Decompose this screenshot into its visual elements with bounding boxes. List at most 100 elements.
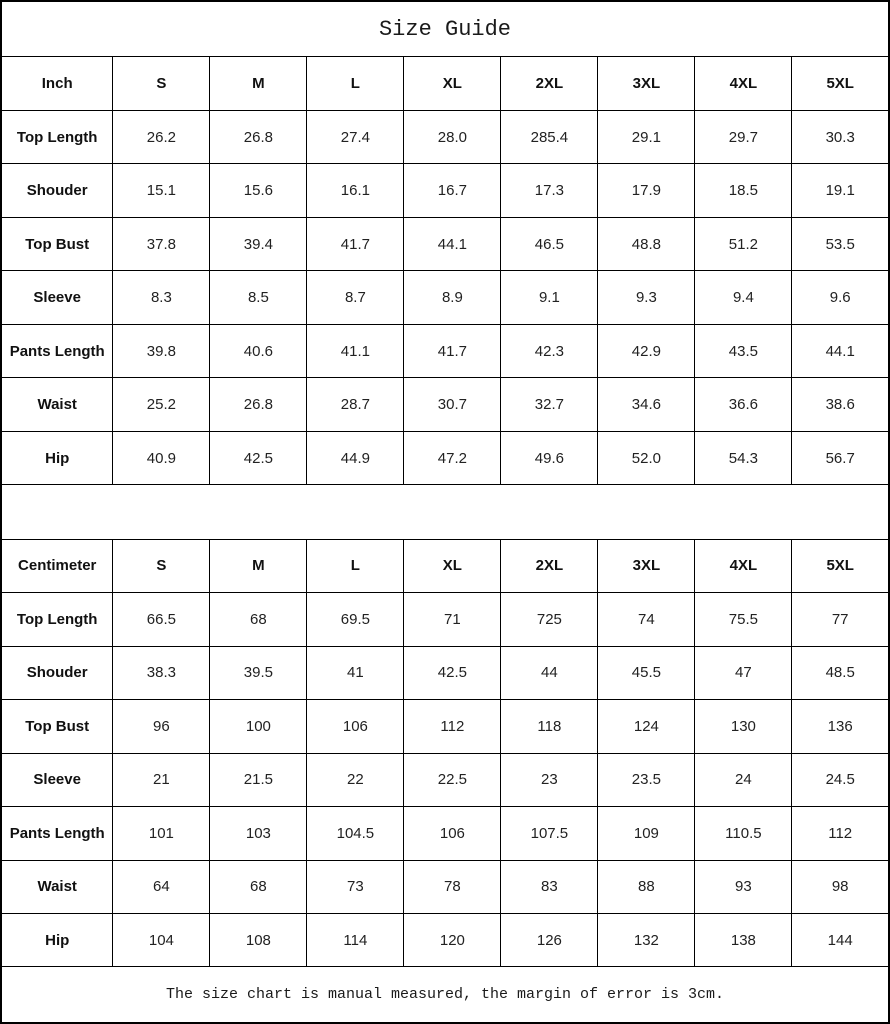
value-cell: 40.6 [209, 323, 308, 379]
size-header-cell: 2XL [500, 56, 599, 111]
value-cell: 22.5 [403, 752, 502, 808]
value-cell: 124 [597, 699, 696, 754]
value-cell: 51.2 [694, 216, 793, 272]
spacer-section [0, 484, 890, 540]
value-cell: 16.7 [403, 163, 502, 218]
value-cell: 106 [403, 806, 502, 861]
row-label-cell: Pants Length [0, 806, 114, 861]
value-cell: 77 [791, 592, 890, 647]
value-cell: 16.1 [306, 163, 405, 218]
value-cell: 144 [791, 912, 890, 968]
size-header-cell: XL [403, 56, 502, 111]
value-cell: 41.7 [306, 216, 405, 272]
size-header-cell: 4XL [694, 538, 793, 594]
value-cell: 32.7 [500, 377, 599, 432]
value-cell: 38.6 [791, 377, 890, 432]
value-cell: 17.9 [597, 163, 696, 218]
value-cell: 29.7 [694, 109, 793, 165]
value-cell: 130 [694, 699, 793, 754]
value-cell: 15.6 [209, 163, 308, 218]
value-cell: 103 [209, 806, 308, 861]
value-cell: 104.5 [306, 806, 405, 861]
value-cell: 108 [209, 912, 308, 968]
table-row: Top Length 26.2 26.8 27.4 28.0 285.4 29.1 29.7 3… [0, 109, 890, 165]
size-header-cell: L [306, 56, 405, 111]
value-cell: 24 [694, 752, 793, 808]
footer-section: The size chart is manual measured, the m… [0, 966, 890, 1024]
row-label-cell: Top Length [0, 109, 114, 165]
value-cell: 22 [306, 752, 405, 808]
value-cell: 44 [500, 645, 599, 701]
value-cell: 106 [306, 699, 405, 754]
size-header-cell: L [306, 538, 405, 594]
value-cell: 46.5 [500, 216, 599, 272]
value-cell: 9.1 [500, 270, 599, 325]
value-cell: 8.3 [112, 270, 211, 325]
value-cell: 34.6 [597, 377, 696, 432]
table-row: Top Bust 96 100 106 112 118 124 130 136 [0, 699, 890, 754]
value-cell: 26.2 [112, 109, 211, 165]
table-row: Hip 104 108 114 120 126 132 138 144 [0, 912, 890, 968]
value-cell: 39.5 [209, 645, 308, 701]
size-header-cell: M [209, 56, 308, 111]
size-header-cell: 5XL [791, 538, 890, 594]
value-cell: 23 [500, 752, 599, 808]
value-cell: 42.5 [209, 430, 308, 486]
value-cell: 285.4 [500, 109, 599, 165]
value-cell: 39.8 [112, 323, 211, 379]
value-cell: 25.2 [112, 377, 211, 432]
row-label-cell: Pants Length [0, 323, 114, 379]
row-label-cell: Hip [0, 430, 114, 486]
value-cell: 109 [597, 806, 696, 861]
row-label-cell: Top Bust [0, 699, 114, 754]
table-row: Waist 25.2 26.8 28.7 30.7 32.7 34.6 36.6 38.6 [0, 377, 890, 432]
row-label-cell: Hip [0, 912, 114, 968]
value-cell: 52.0 [597, 430, 696, 486]
spacer-cell [0, 484, 890, 540]
value-cell: 136 [791, 699, 890, 754]
value-cell: 118 [500, 699, 599, 754]
value-cell: 69.5 [306, 592, 405, 647]
value-cell: 30.7 [403, 377, 502, 432]
value-cell: 98 [791, 859, 890, 915]
value-cell: 26.8 [209, 377, 308, 432]
value-cell: 30.3 [791, 109, 890, 165]
title-section: Size Guide [0, 0, 890, 58]
size-header-cell: M [209, 538, 308, 594]
centimeter-table-section: Centimeter S M L XL 2XL 3XL 4XL 5XL Top Length 66.… [0, 538, 890, 968]
row-label-cell: Waist [0, 377, 114, 432]
value-cell: 29.1 [597, 109, 696, 165]
size-header-cell: 5XL [791, 56, 890, 111]
value-cell: 27.4 [306, 109, 405, 165]
value-cell: 38.3 [112, 645, 211, 701]
footer-note: The size chart is manual measured, the m… [0, 966, 890, 1024]
row-label-cell: Waist [0, 859, 114, 915]
table-row: Pants Length 39.8 40.6 41.1 41.7 42.3 42.9 43.5… [0, 323, 890, 379]
value-cell: 43.5 [694, 323, 793, 379]
value-cell: 68 [209, 859, 308, 915]
table-row: Shouder 38.3 39.5 41 42.5 44 45.5 47 48.5 [0, 645, 890, 701]
unit-header-cell: Centimeter [0, 538, 114, 594]
value-cell: 64 [112, 859, 211, 915]
value-cell: 88 [597, 859, 696, 915]
value-cell: 17.3 [500, 163, 599, 218]
value-cell: 9.6 [791, 270, 890, 325]
title-row: Size Guide [0, 0, 890, 58]
value-cell: 41.7 [403, 323, 502, 379]
size-header-cell: S [112, 56, 211, 111]
value-cell: 42.3 [500, 323, 599, 379]
table-row: Top Length 66.5 68 69.5 71 725 74 75.5 77 [0, 592, 890, 647]
table-row: Waist 64 68 73 78 83 88 93 98 [0, 859, 890, 915]
table-row: Shouder 15.1 15.6 16.1 16.7 17.3 17.9 18.5 19.1 [0, 163, 890, 218]
value-cell: 56.7 [791, 430, 890, 486]
value-cell: 71 [403, 592, 502, 647]
value-cell: 66.5 [112, 592, 211, 647]
value-cell: 40.9 [112, 430, 211, 486]
size-header-cell: XL [403, 538, 502, 594]
value-cell: 8.7 [306, 270, 405, 325]
value-cell: 15.1 [112, 163, 211, 218]
spacer-row [0, 484, 890, 540]
value-cell: 45.5 [597, 645, 696, 701]
